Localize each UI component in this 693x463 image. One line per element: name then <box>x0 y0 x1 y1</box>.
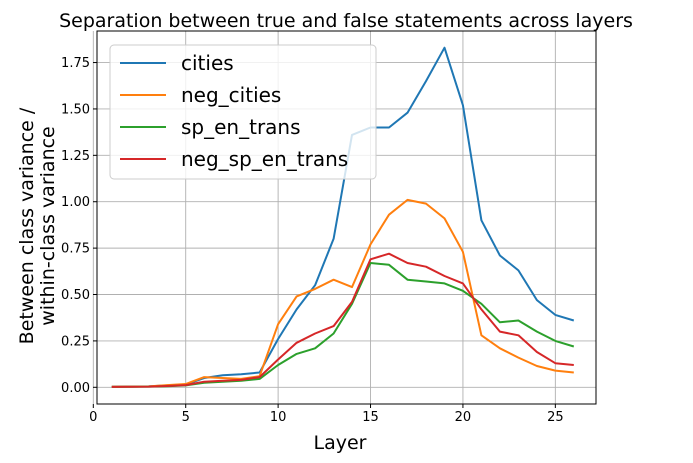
y-axis-label-line-1: Between class variance / <box>16 107 38 344</box>
x-tick-label: 10 <box>270 410 287 425</box>
y-axis-label: Between class variance / within-class va… <box>16 107 59 344</box>
x-axis-label: Layer <box>314 432 367 454</box>
y-tick-label: 0.50 <box>61 288 90 303</box>
y-tick-label: 0.75 <box>61 242 90 257</box>
legend-label-neg-cities: neg_cities <box>181 83 281 107</box>
series-lines <box>111 46 575 388</box>
x-tick-label: 20 <box>455 410 472 425</box>
axes-frame <box>96 30 597 405</box>
y-tick-label: 0.25 <box>61 334 90 349</box>
legend-label-cities: cities <box>181 51 234 75</box>
legend: cities neg_cities sp_en_trans neg_sp_en_… <box>109 44 377 180</box>
series-line-sp-en-trans <box>111 262 575 388</box>
chart-title: Separation between true and false statem… <box>59 10 633 32</box>
x-tick-labels: 0 5 10 15 20 25 <box>89 410 563 425</box>
series-line-neg-sp-en-trans <box>111 252 574 388</box>
x-tick-label: 0 <box>89 410 97 425</box>
x-tick-label: 25 <box>547 410 564 425</box>
legend-box <box>109 44 377 180</box>
series-line-neg-cities <box>111 198 574 388</box>
y-tick-label: 1.25 <box>61 149 90 164</box>
legend-label-neg-sp-en-trans: neg_sp_en_trans <box>181 147 348 171</box>
y-axis-label-line-2: within-class variance <box>37 126 59 326</box>
y-tick-label: 0.00 <box>61 381 90 396</box>
y-tick-label: 1.00 <box>61 195 90 210</box>
x-tick-label: 15 <box>362 410 379 425</box>
y-tick-labels: 0.00 0.25 0.50 0.75 1.00 1.25 1.50 1.75 <box>61 56 90 396</box>
x-tick-label: 5 <box>182 410 190 425</box>
y-tick-label: 1.50 <box>61 102 90 117</box>
tick-marks <box>92 62 556 408</box>
y-tick-label: 1.75 <box>61 56 90 71</box>
legend-label-sp-en-trans: sp_en_trans <box>181 115 301 139</box>
